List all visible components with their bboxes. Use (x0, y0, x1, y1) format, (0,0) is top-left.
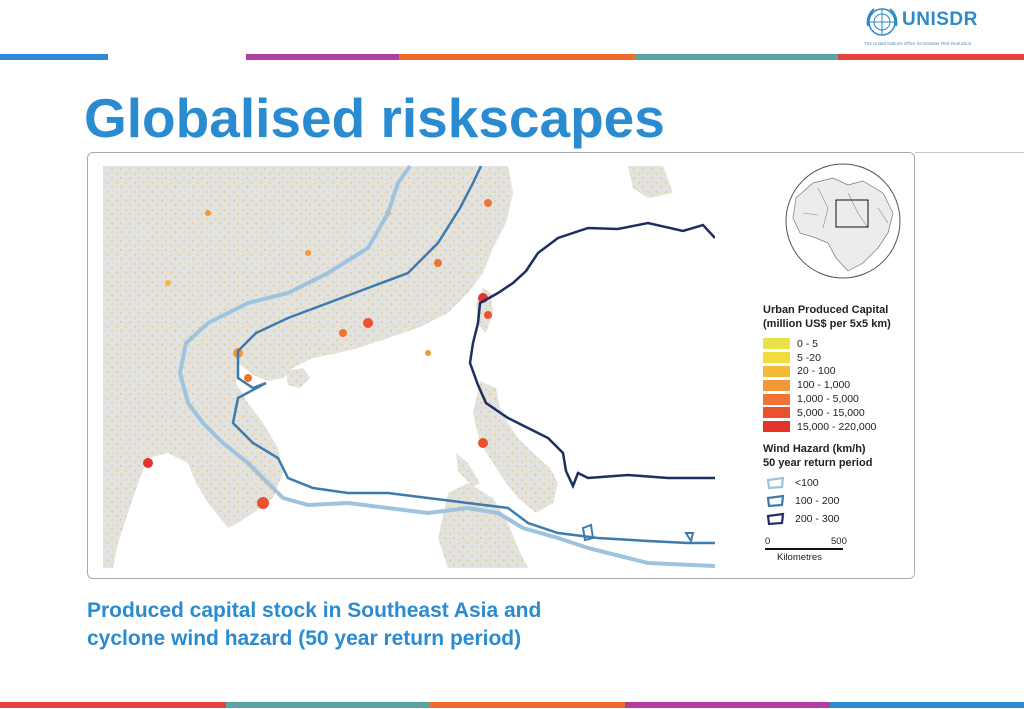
un-emblem-icon (866, 8, 898, 36)
wind-contour-100-200 (231, 165, 715, 545)
wind-contour-swatch-icon (766, 494, 785, 507)
mainland-landmass (103, 166, 513, 568)
wind-islet-2 (684, 532, 695, 544)
footer-stripe-blue (830, 702, 1024, 708)
ryukyu-islands (628, 166, 673, 198)
header-stripe-purple (246, 54, 399, 60)
palawan-island (456, 453, 480, 487)
capital-legend-item: 0 - 5 (763, 337, 913, 351)
header-stripe-red (838, 54, 1024, 60)
scale-bar-line (765, 547, 843, 550)
capital-swatch (763, 352, 790, 364)
scale-max-label: 500 (831, 535, 847, 547)
capital-swatch (763, 379, 790, 391)
header-stripe-teal (635, 54, 838, 60)
capital-legend-title-2: (million US$ per 5x5 km) (763, 318, 891, 330)
capital-swatch (763, 421, 790, 433)
unisdr-logo: UNISDR The United Nations Office for Dis… (864, 4, 1014, 50)
wind-legend-item: 100 - 200 (763, 492, 913, 510)
map-svg (103, 153, 914, 578)
wind-legend-title-2: 50 year return period (763, 456, 873, 469)
capital-legend-label: 5 -20 (797, 351, 821, 364)
slide-title: Globalised riskscapes (84, 87, 665, 149)
footer-stripe-purple (625, 702, 830, 708)
wind-contour-under-100 (177, 164, 716, 568)
wind-legend-label: 100 - 200 (795, 494, 840, 507)
capital-legend-item: 5 -20 (763, 351, 913, 365)
footer-stripe-orange (429, 702, 625, 708)
wind-contour-swatch-icon (766, 512, 785, 525)
capital-swatch (763, 338, 790, 350)
caption-line-1: Produced capital stock in Southeast Asia… (87, 599, 542, 622)
map-frame: Urban Produced Capital (million US$ per … (87, 152, 915, 579)
wind-legend-item: <100 (763, 474, 913, 492)
wind-legend-label: 200 - 300 (795, 512, 840, 525)
header-stripe-blue (0, 54, 108, 60)
capital-legend-item: 15,000 - 220,000 (763, 420, 913, 434)
capital-legend-item: 5,000 - 15,000 (763, 406, 913, 420)
scale-unit-label: Kilometres (777, 551, 822, 563)
wind-contour-200-300 (468, 221, 716, 490)
wind-contour-swatch-icon (766, 476, 785, 489)
capital-swatch (763, 393, 790, 405)
wind-legend-label: <100 (795, 476, 819, 489)
capital-swatch (763, 407, 790, 419)
capital-legend-item: 100 - 1,000 (763, 378, 913, 392)
logo-text: UNISDR (902, 9, 978, 30)
capital-legend-label: 100 - 1,000 (797, 379, 851, 392)
capital-legend-label: 1,000 - 5,000 (797, 393, 859, 406)
scale-min-label: 0 (765, 535, 771, 547)
capital-legend-label: 5,000 - 15,000 (797, 406, 865, 419)
globe-inset (785, 163, 901, 279)
slide-caption: Produced capital stock in Southeast Asia… (87, 597, 647, 653)
capital-legend-item: 1,000 - 5,000 (763, 392, 913, 406)
capital-legend-title-1: Urban Produced Capital (763, 304, 889, 316)
capital-legend-label: 20 - 100 (797, 365, 836, 378)
capital-swatch (763, 365, 790, 377)
title-divider (915, 152, 1024, 153)
capital-legend-label: 15,000 - 220,000 (797, 420, 877, 433)
footer-stripe-teal (226, 702, 429, 708)
header-stripe-orange (399, 54, 635, 60)
capital-legend-item: 20 - 100 (763, 365, 913, 379)
philippines-islands (473, 381, 558, 513)
wind-legend-item: 200 - 300 (763, 510, 913, 528)
wind-islet-1 (581, 523, 595, 542)
footer-stripe-red (0, 702, 226, 708)
caption-line-2: cyclone wind hazard (50 year return peri… (87, 627, 522, 650)
map-legend: Urban Produced Capital (million US$ per … (763, 303, 913, 566)
scale-bar: 0 500 Kilometres (763, 536, 913, 566)
wind-legend-rows: <100 100 - 200 200 - 300 (763, 474, 913, 528)
hainan-island (286, 368, 310, 388)
wind-legend-title-1: Wind Hazard (km/h) (763, 442, 866, 455)
capital-legend-label: 0 - 5 (797, 337, 819, 350)
logo-subtitle: The United Nations Office for Disaster R… (864, 41, 972, 46)
borneo-landmass (438, 483, 528, 568)
